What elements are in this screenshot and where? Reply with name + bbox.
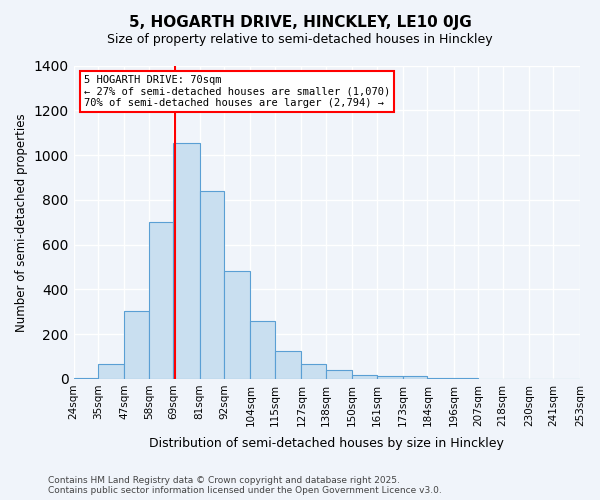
- Bar: [275, 351, 301, 379]
- Bar: [250, 320, 275, 379]
- Text: 5 HOGARTH DRIVE: 70sqm
← 27% of semi-detached houses are smaller (1,070)
70% of : 5 HOGARTH DRIVE: 70sqm ← 27% of semi-det…: [83, 75, 390, 108]
- Text: 5, HOGARTH DRIVE, HINCKLEY, LE10 0JG: 5, HOGARTH DRIVE, HINCKLEY, LE10 0JG: [128, 15, 472, 30]
- Text: Contains HM Land Registry data © Crown copyright and database right 2025.
Contai: Contains HM Land Registry data © Crown c…: [48, 476, 442, 495]
- Bar: [74, 378, 98, 379]
- Y-axis label: Number of semi-detached properties: Number of semi-detached properties: [15, 113, 28, 332]
- Bar: [301, 364, 326, 379]
- Bar: [352, 375, 377, 379]
- Bar: [173, 142, 200, 379]
- Bar: [149, 222, 173, 379]
- Bar: [403, 376, 427, 379]
- Bar: [326, 370, 352, 379]
- Bar: [224, 272, 250, 379]
- Text: Size of property relative to semi-detached houses in Hinckley: Size of property relative to semi-detach…: [107, 32, 493, 46]
- Bar: [377, 376, 403, 379]
- Bar: [427, 378, 454, 379]
- Bar: [98, 364, 124, 379]
- Bar: [200, 191, 224, 379]
- Bar: [124, 310, 149, 379]
- X-axis label: Distribution of semi-detached houses by size in Hinckley: Distribution of semi-detached houses by …: [149, 437, 504, 450]
